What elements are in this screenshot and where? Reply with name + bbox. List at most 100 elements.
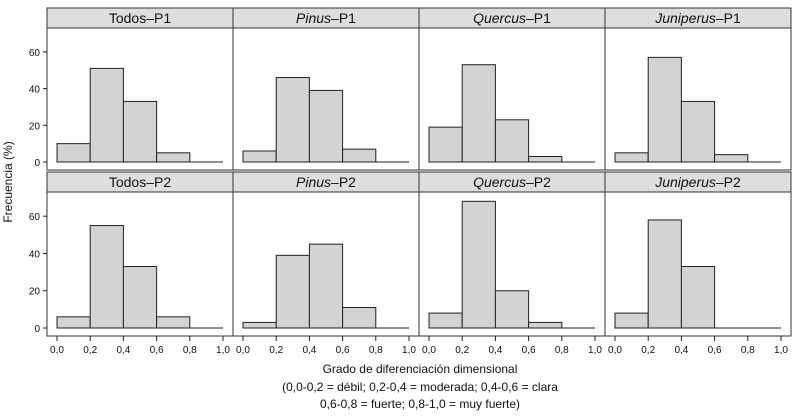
panel-7: Quercus–P2 [418,171,606,337]
x-tick-label: 0,0 [608,345,622,356]
histogram-bar [242,321,277,329]
panel-title-suffix: Todos–P2 [109,174,171,190]
panel-title: Todos–P2 [109,174,171,190]
panel-title: Quercus–P1 [473,10,551,26]
x-tick-label: 0,0 [422,345,436,356]
panel-title-suffix: –P1 [331,10,356,26]
x-tick-label: 1,0 [216,345,230,356]
histogram-bar [714,154,749,163]
panel-title-genus: Juniperus [654,10,716,26]
panel-title-genus: Juniperus [654,174,716,190]
x-tick-label: 0,8 [555,345,569,356]
y-tick-label: 0 [34,158,40,169]
panel-title: Todos–P1 [109,10,171,26]
histogram-bar [647,219,682,329]
panel-title-suffix: –P1 [716,10,741,26]
x-tick-label: 0,8 [741,345,755,356]
histogram-bar [428,312,463,329]
histogram-bar [242,150,277,163]
y-tick-label: 40 [29,85,41,96]
x-tick-label: 1,0 [402,345,416,356]
y-tick-label: 20 [29,121,41,132]
histogram-bar [275,77,310,163]
x-tick-label: 1,0 [588,345,602,356]
panel-title-genus: Pinus [296,174,331,190]
histogram-bar [461,64,496,163]
histogram-bar [428,126,463,163]
x-tick-label: 0,8 [183,345,197,356]
histogram-bar [528,155,563,163]
panel-title: Juniperus–P2 [654,174,741,190]
histogram-bar [647,56,682,163]
panel-title-suffix: Todos–P1 [109,10,171,26]
histogram-bar [308,243,344,329]
panel-title: Juniperus–P1 [654,10,741,26]
x-tick-label: 0,4 [488,345,502,356]
x-tick-label: 0,2 [83,345,97,356]
y-tick-label: 60 [29,48,41,59]
panel-title-suffix: –P2 [716,174,741,190]
panel-8: Juniperus–P2 [604,171,792,337]
panel-5: Todos–P2 [46,171,234,337]
panel-title-suffix: –P2 [526,174,551,190]
x-tick-label: 0,8 [369,345,383,356]
histogram-bar [614,152,649,163]
histogram-bar [122,100,158,163]
histogram-bar [156,152,191,163]
x-tick-label: 0,2 [641,345,655,356]
x-tick-label: 1,0 [774,345,788,356]
panel-title: Pinus–P2 [296,174,356,190]
histogram-bar [342,148,377,163]
histogram-bar [680,266,716,329]
histogram-bar [614,312,649,329]
histogram-bar [342,307,377,329]
x-tick-label: 0,6 [150,345,164,356]
panel-title-genus: Pinus [296,10,331,26]
x-tick-label: 0,4 [674,345,688,356]
panel-title-genus: Quercus [473,174,526,190]
panel-title-suffix: –P1 [526,10,551,26]
panel-title-suffix: –P2 [331,174,356,190]
panel-3: Quercus–P1 [418,7,606,171]
panel-2: Pinus–P1 [232,7,420,171]
x-tick-label: 0,6 [336,345,350,356]
panels-group: Todos–P1 Pinus–P1 Quercus–P1 Juniperus–P1To… [46,7,792,337]
histogram-bar [122,266,158,329]
y-tick-label: 20 [29,287,41,298]
x-tick-label: 0,4 [116,345,130,356]
x-tick-label: 0,2 [269,345,283,356]
panel-1: Todos–P1 [46,7,234,171]
axes-group: 0 20 40 60 0 20 40 60 0,0 0,2 0,4 0,6 0,8 1,0 0,0 0,2 0,… [29,48,789,356]
histogram-bar [89,225,124,329]
histogram-bar [461,200,496,329]
panel-title: Pinus–P1 [296,10,356,26]
panel-title-genus: Quercus [473,10,526,26]
y-axis-label: Frecuencia (%) [1,141,15,222]
histogram-bar [56,316,91,329]
x-tick-label: 0,0 [50,345,64,356]
histogram-bar [680,100,716,163]
histogram-bar [308,89,344,163]
caption-line-1: (0,0-0,2 = débil; 0,2-0,4 = moderada; 0,… [282,380,558,394]
y-tick-label: 40 [29,249,41,260]
histogram-bar [275,254,310,329]
x-axis-label: Grado de diferenciación dimensional [323,362,518,376]
x-tick-label: 0,4 [302,345,316,356]
y-tick-label: 0 [34,324,40,335]
panel-6: Pinus–P2 [232,171,420,337]
histogram-bar [494,290,530,329]
histogram-bar [528,321,563,329]
histogram-bar [494,119,530,163]
x-tick-label: 0,6 [708,345,722,356]
histogram-bar [89,67,124,163]
x-tick-label: 0,0 [236,345,250,356]
caption-line-2: 0,6-0,8 = fuerte; 0,8-1,0 = muy fuerte) [320,397,520,411]
histogram-bar [56,143,91,163]
panel-4: Juniperus–P1 [604,7,792,171]
y-tick-label: 60 [29,212,41,223]
histogram-bar [156,316,191,329]
x-tick-label: 0,6 [522,345,536,356]
x-tick-label: 0,2 [455,345,469,356]
